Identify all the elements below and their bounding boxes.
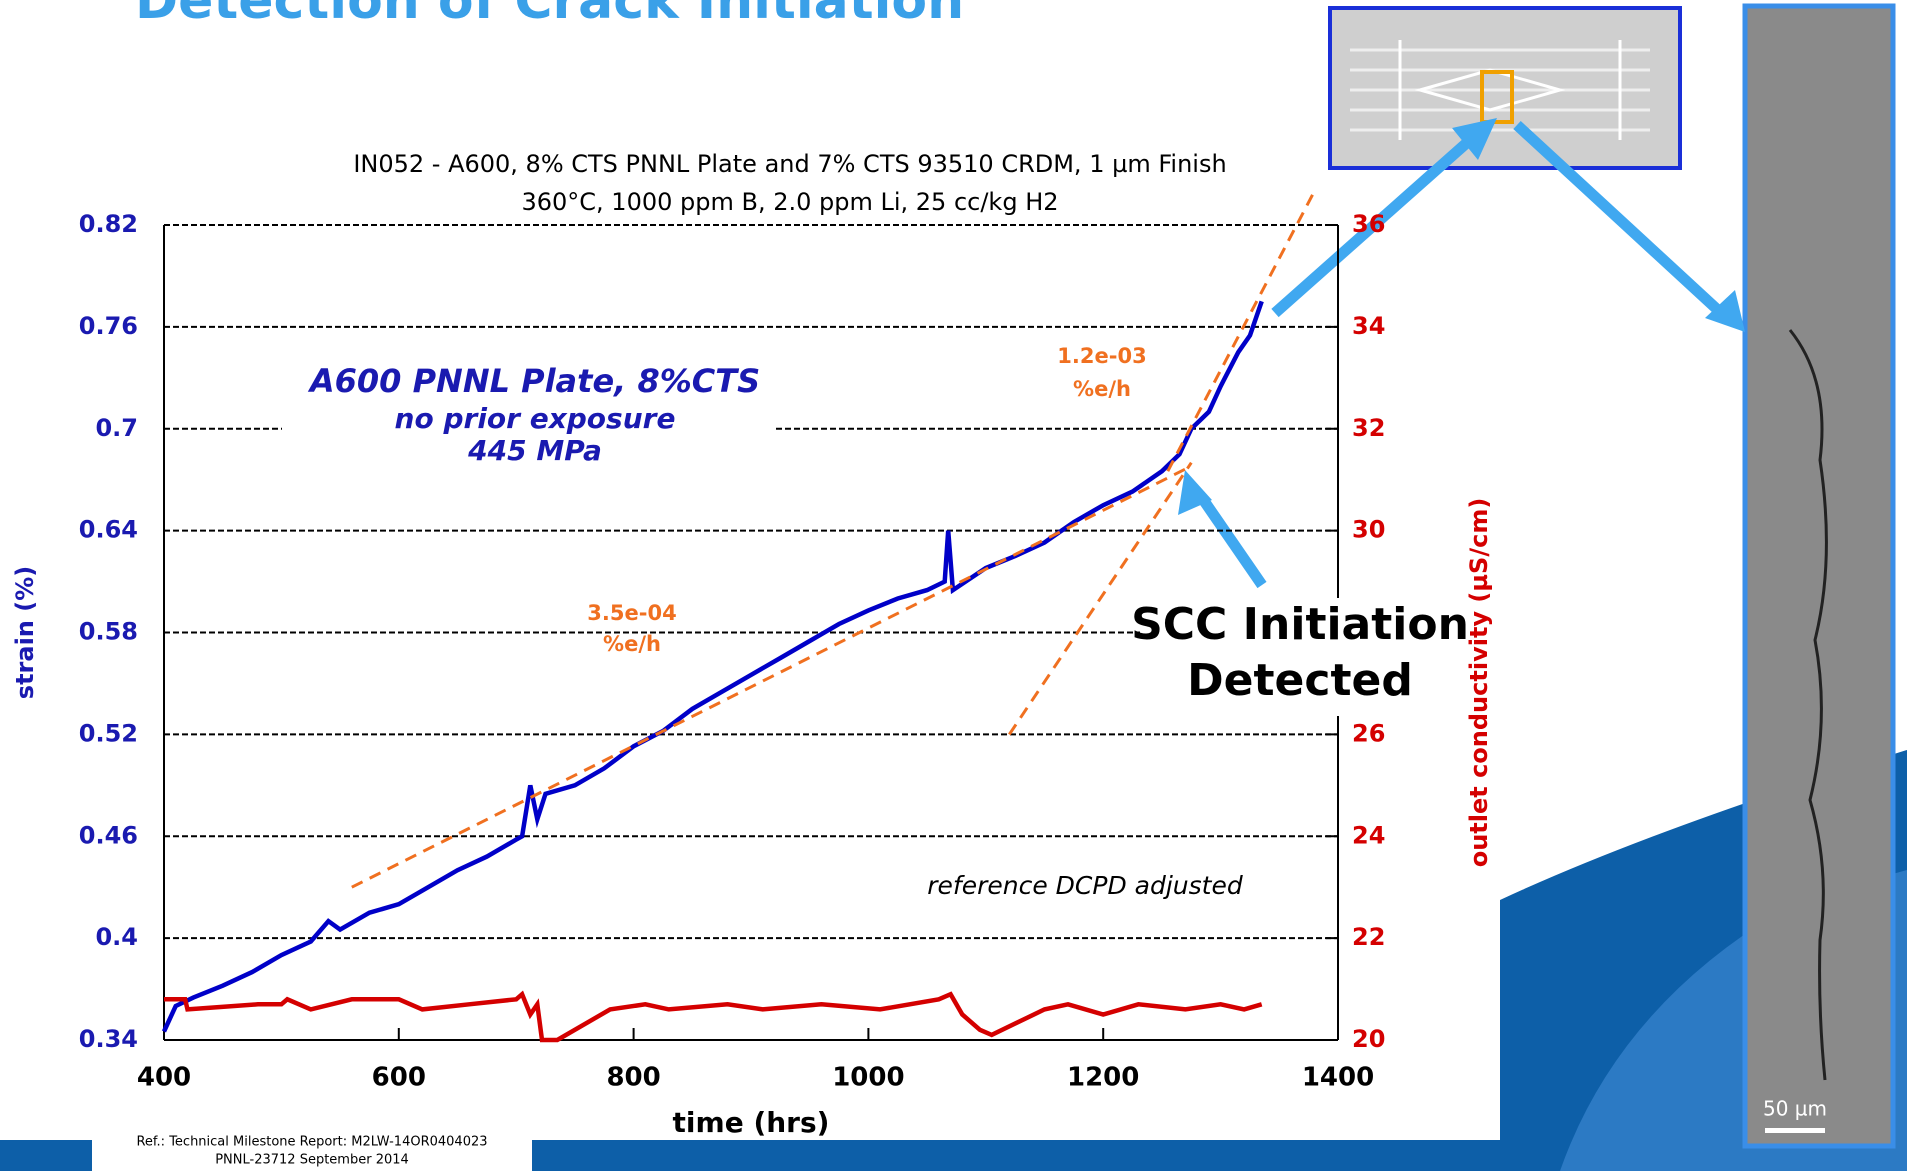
x-axis-label: time (hrs) xyxy=(673,1106,830,1139)
y2-tick-label: 26 xyxy=(1352,719,1385,747)
y-tick-label: 0.4 xyxy=(95,923,138,951)
annotation: reference DCPD adjusted xyxy=(927,871,1243,900)
y2-tick-label: 20 xyxy=(1352,1025,1385,1053)
callout-bg xyxy=(1140,598,1460,716)
y-tick-label: 0.58 xyxy=(79,618,138,646)
y-tick-label: 0.34 xyxy=(79,1025,138,1053)
y-axis-label: strain (%) xyxy=(11,566,39,699)
annotation: %e/h xyxy=(603,632,661,656)
y2-tick-label: 36 xyxy=(1352,210,1385,238)
arrows xyxy=(1178,118,1745,589)
specimen-image xyxy=(1328,6,1682,170)
y2-tick-label: 34 xyxy=(1352,312,1385,340)
data-line xyxy=(164,990,1263,1043)
arrow xyxy=(1271,135,1474,318)
y2-axis-label: outlet conductivity (µS/cm) xyxy=(1465,498,1493,868)
ref: PNNL-23712 September 2014 xyxy=(215,1153,409,1168)
y-tick-label: 0.76 xyxy=(79,312,138,340)
chart-subtitle: 360°C, 1000 ppm B, 2.0 ppm Li, 25 cc/kg … xyxy=(521,188,1058,216)
x-tick-label: 1200 xyxy=(1067,1063,1139,1093)
fit-line xyxy=(351,464,1192,889)
x-tick-label: 600 xyxy=(372,1063,426,1093)
annotation: 445 MPa xyxy=(467,434,602,467)
arrow xyxy=(1195,491,1267,589)
slide-title: Detection of Crack Initiation xyxy=(135,0,964,31)
arrow-head xyxy=(1178,118,1745,515)
y-tick-label: 0.46 xyxy=(79,821,138,849)
y2-tick-label: 22 xyxy=(1352,923,1385,951)
y2-tick-label: 32 xyxy=(1352,414,1385,442)
crack xyxy=(1788,329,1828,1081)
y-tick-label: 0.82 xyxy=(79,210,138,238)
micrograph xyxy=(1742,3,1896,1149)
y-tick-label: 0.52 xyxy=(79,719,138,747)
annotation: 1.2e-03 xyxy=(1057,344,1146,368)
y2-tick-label: 30 xyxy=(1352,516,1385,544)
fit-line xyxy=(1008,461,1193,736)
annotation: %e/h xyxy=(1073,377,1131,401)
callout: Detected xyxy=(1187,655,1413,706)
annotation: A600 PNNL Plate, 8%CTS xyxy=(307,362,760,400)
annotation: no prior exposure xyxy=(395,402,676,435)
x-tick-label: 1400 xyxy=(1302,1063,1374,1093)
y2-tick-label: 24 xyxy=(1352,821,1385,849)
callout: SCC Initiation xyxy=(1131,599,1469,650)
x-tick-label: 1000 xyxy=(832,1063,904,1093)
scale-bar xyxy=(1765,1128,1825,1133)
chart-title: IN052 - A600, 8% CTS PNNL Plate and 7% C… xyxy=(353,150,1226,178)
annotation: 3.5e-04 xyxy=(587,601,676,625)
ref: Ref.: Technical Milestone Report: M2LW-1… xyxy=(136,1135,487,1150)
y-tick-label: 0.7 xyxy=(95,414,138,442)
data-line xyxy=(161,300,1264,1033)
x-tick-label: 800 xyxy=(606,1063,660,1093)
arrow xyxy=(1513,120,1724,317)
annotation-bg xyxy=(282,360,774,475)
roi-box xyxy=(1480,70,1514,124)
x-tick-label: 400 xyxy=(137,1063,191,1093)
specimen-detail xyxy=(1398,40,1622,140)
ref-box xyxy=(92,1128,532,1171)
fit-line xyxy=(1166,190,1316,472)
y-tick-label: 0.64 xyxy=(79,516,138,544)
scale-label: 50 µm xyxy=(1763,1097,1827,1121)
